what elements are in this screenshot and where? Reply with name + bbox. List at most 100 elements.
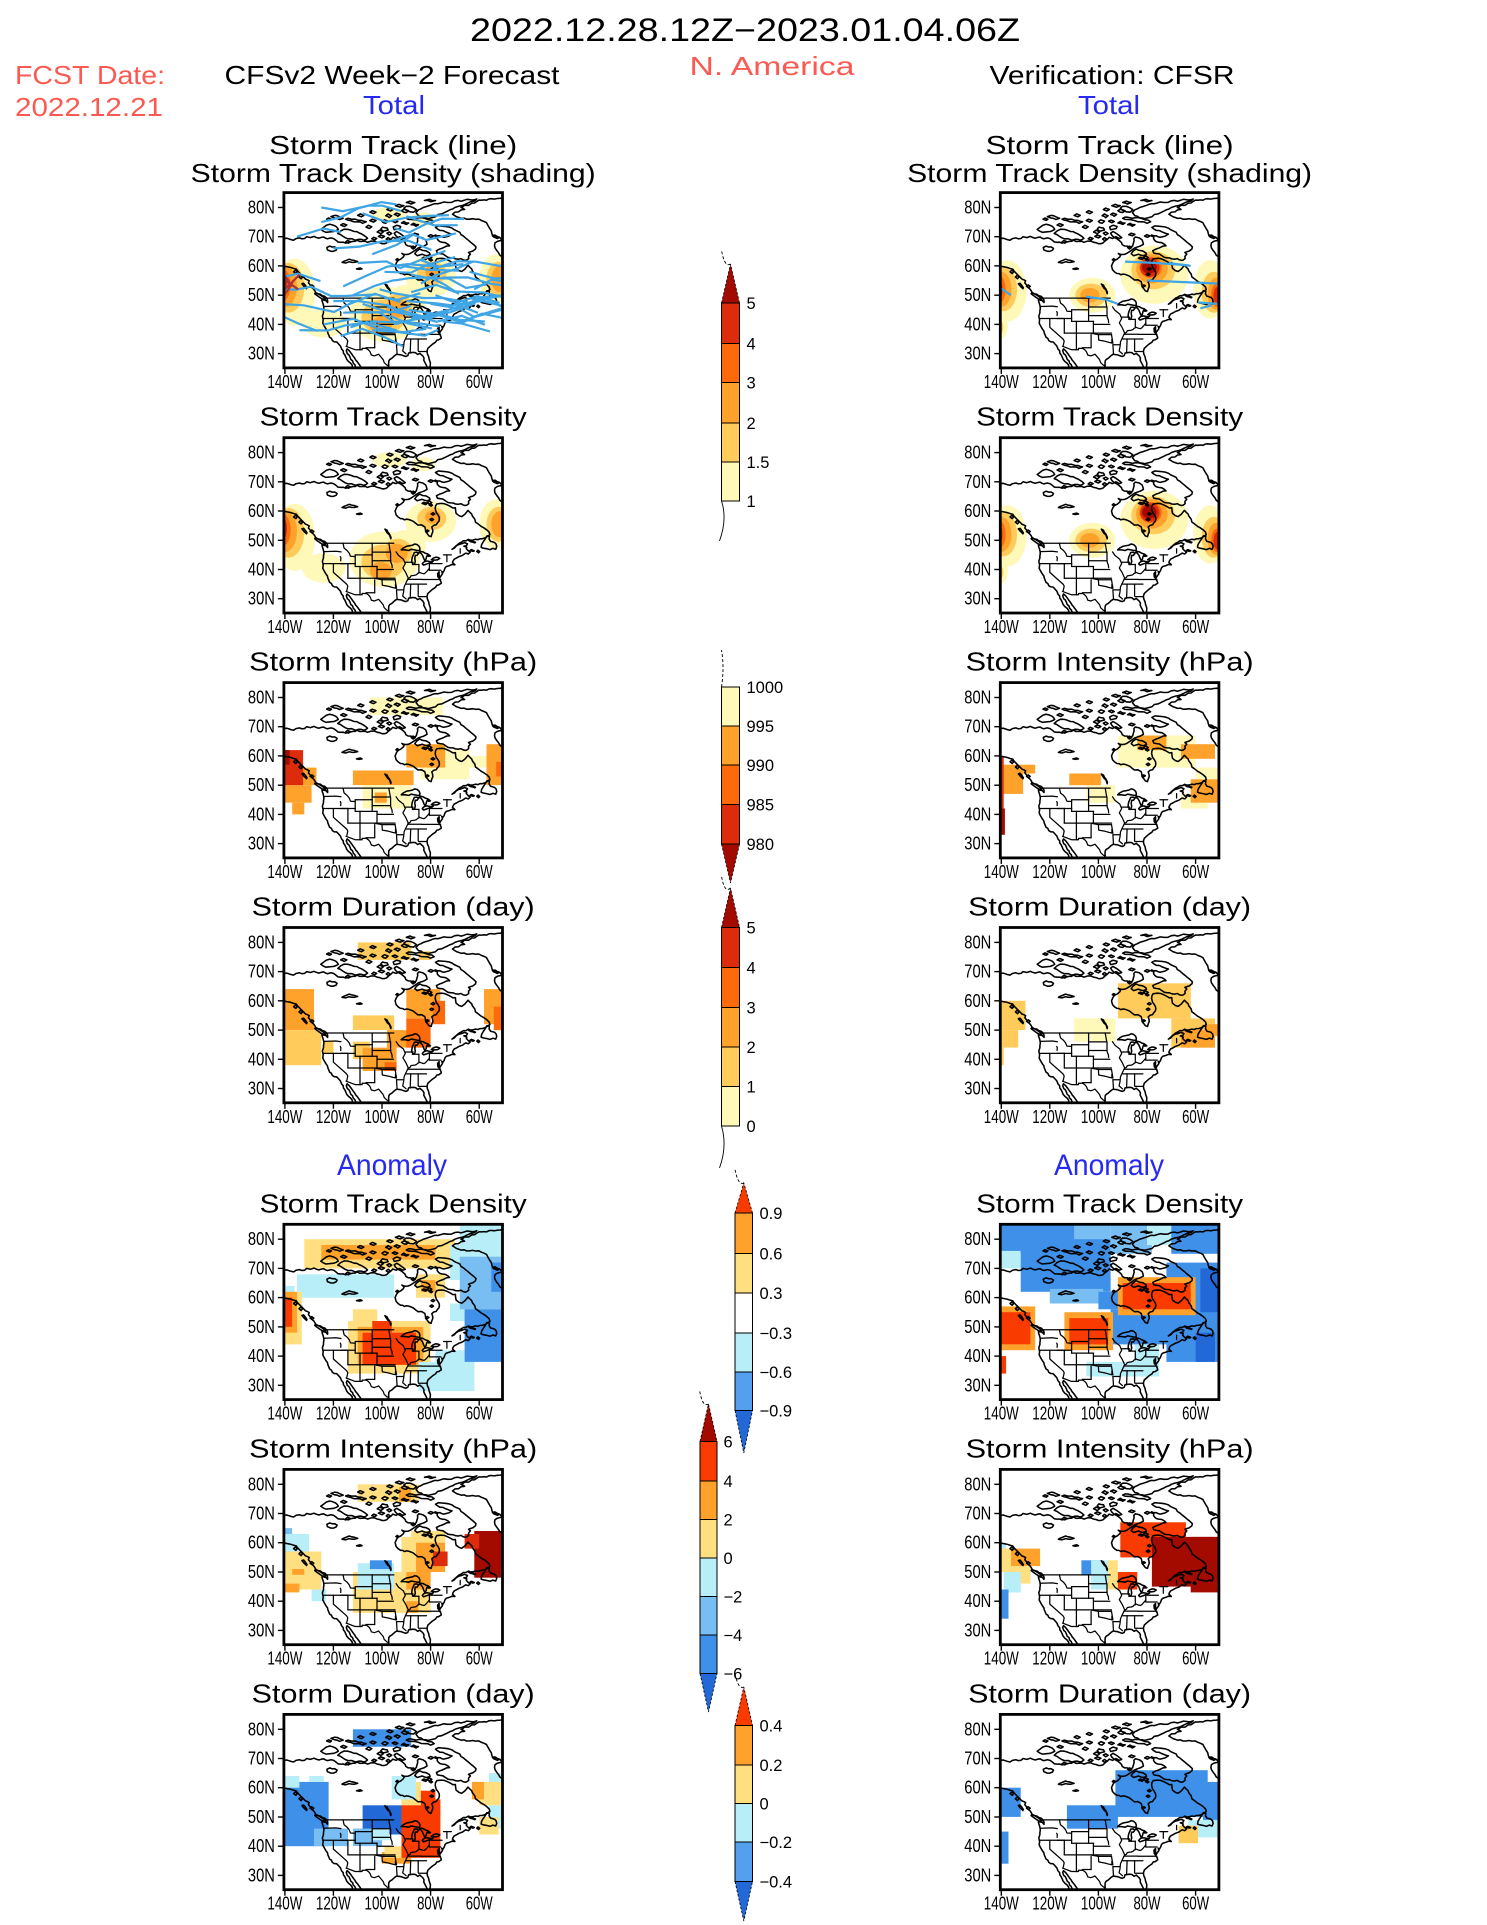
svg-text:Storm Duration (day): Storm Duration (day) [252, 892, 535, 922]
svg-text:40N: 40N [248, 314, 275, 334]
svg-text:995: 995 [747, 718, 775, 736]
svg-text:80N: 80N [248, 1229, 275, 1249]
svg-text:140W: 140W [267, 1107, 302, 1127]
svg-text:Anomaly: Anomaly [337, 1149, 447, 1182]
svg-text:40N: 40N [964, 1591, 991, 1611]
svg-text:30N: 30N [248, 589, 275, 609]
svg-text:Storm Track Density (shading): Storm Track Density (shading) [907, 158, 1312, 188]
svg-text:80N: 80N [964, 932, 991, 952]
svg-text:60N: 60N [964, 256, 991, 276]
svg-text:120W: 120W [316, 1649, 351, 1669]
svg-text:40N: 40N [248, 1591, 275, 1611]
svg-text:Storm Track Density: Storm Track Density [976, 402, 1243, 432]
svg-text:1.5: 1.5 [747, 454, 770, 472]
svg-text:70N: 70N [964, 227, 991, 247]
svg-text:60N: 60N [248, 746, 275, 766]
svg-text:6: 6 [724, 1434, 733, 1452]
svg-text:40N: 40N [964, 1836, 991, 1856]
svg-text:40N: 40N [248, 804, 275, 824]
svg-text:50N: 50N [248, 1020, 275, 1040]
svg-text:80W: 80W [417, 1649, 444, 1669]
svg-text:70N: 70N [248, 227, 275, 247]
svg-text:60N: 60N [964, 1778, 991, 1798]
svg-text:40N: 40N [964, 560, 991, 580]
svg-text:60N: 60N [248, 1533, 275, 1553]
svg-text:30N: 30N [964, 344, 991, 364]
svg-text:30N: 30N [964, 1079, 991, 1099]
svg-text:50N: 50N [964, 775, 991, 795]
svg-text:80N: 80N [248, 1474, 275, 1494]
svg-text:30N: 30N [964, 1375, 991, 1395]
svg-text:40N: 40N [248, 560, 275, 580]
svg-text:4: 4 [747, 960, 756, 978]
svg-text:80W: 80W [1134, 372, 1161, 392]
svg-text:140W: 140W [984, 372, 1019, 392]
svg-text:120W: 120W [316, 1107, 351, 1127]
svg-text:80W: 80W [1134, 1107, 1161, 1127]
svg-text:100W: 100W [1081, 617, 1116, 637]
svg-text:100W: 100W [1081, 1404, 1116, 1424]
svg-text:50N: 50N [248, 1807, 275, 1827]
svg-text:80N: 80N [248, 688, 275, 708]
svg-text:40N: 40N [964, 314, 991, 334]
svg-text:3: 3 [747, 375, 756, 393]
svg-text:80W: 80W [1134, 1649, 1161, 1669]
svg-text:50N: 50N [964, 1807, 991, 1827]
svg-text:50N: 50N [248, 1317, 275, 1337]
svg-text:80W: 80W [417, 1404, 444, 1424]
svg-text:60W: 60W [466, 1404, 493, 1424]
svg-text:Total: Total [1078, 90, 1140, 120]
svg-text:60W: 60W [1182, 1894, 1209, 1914]
svg-text:30N: 30N [248, 344, 275, 364]
svg-text:120W: 120W [1032, 372, 1067, 392]
svg-text:100W: 100W [365, 617, 400, 637]
svg-text:60W: 60W [466, 1649, 493, 1669]
svg-text:120W: 120W [1032, 1107, 1067, 1127]
svg-text:80N: 80N [248, 443, 275, 463]
svg-text:100W: 100W [1081, 1649, 1116, 1669]
svg-text:30N: 30N [248, 1079, 275, 1099]
svg-text:−4: −4 [724, 1627, 743, 1645]
svg-text:60W: 60W [1182, 1649, 1209, 1669]
svg-text:Storm Track Density (shading): Storm Track Density (shading) [191, 158, 596, 188]
svg-text:40N: 40N [248, 1346, 275, 1366]
svg-text:2: 2 [724, 1512, 733, 1530]
svg-text:60W: 60W [1182, 862, 1209, 882]
svg-text:120W: 120W [316, 1894, 351, 1914]
svg-text:60W: 60W [1182, 617, 1209, 637]
svg-text:140W: 140W [984, 862, 1019, 882]
svg-text:50N: 50N [248, 285, 275, 305]
svg-text:50N: 50N [964, 1562, 991, 1582]
svg-text:Storm Duration (day): Storm Duration (day) [252, 1679, 535, 1709]
svg-text:70N: 70N [964, 472, 991, 492]
svg-text:50N: 50N [248, 775, 275, 795]
svg-text:70N: 70N [248, 717, 275, 737]
svg-text:100W: 100W [1081, 1107, 1116, 1127]
svg-text:30N: 30N [248, 1620, 275, 1640]
svg-text:70N: 70N [964, 1749, 991, 1769]
svg-text:120W: 120W [1032, 617, 1067, 637]
svg-text:Storm Intensity (hPa): Storm Intensity (hPa) [249, 1434, 537, 1464]
svg-text:Storm Track Density: Storm Track Density [260, 402, 527, 432]
svg-text:980: 980 [747, 836, 775, 854]
svg-text:30N: 30N [964, 834, 991, 854]
svg-text:140W: 140W [984, 1404, 1019, 1424]
svg-text:70N: 70N [248, 1504, 275, 1524]
svg-text:80W: 80W [417, 617, 444, 637]
svg-text:70N: 70N [248, 1258, 275, 1278]
svg-text:60N: 60N [964, 991, 991, 1011]
svg-text:1: 1 [747, 1079, 756, 1097]
svg-text:4: 4 [747, 336, 756, 354]
svg-text:70N: 70N [964, 1258, 991, 1278]
svg-text:60N: 60N [248, 991, 275, 1011]
svg-text:0.9: 0.9 [760, 1205, 783, 1223]
svg-text:60W: 60W [466, 1894, 493, 1914]
svg-text:Storm Track (line): Storm Track (line) [986, 130, 1234, 160]
svg-text:70N: 70N [964, 1504, 991, 1524]
svg-text:80W: 80W [1134, 862, 1161, 882]
svg-text:140W: 140W [267, 1649, 302, 1669]
svg-text:30N: 30N [248, 834, 275, 854]
svg-text:60N: 60N [964, 746, 991, 766]
svg-text:80W: 80W [417, 862, 444, 882]
svg-text:50N: 50N [964, 1317, 991, 1337]
